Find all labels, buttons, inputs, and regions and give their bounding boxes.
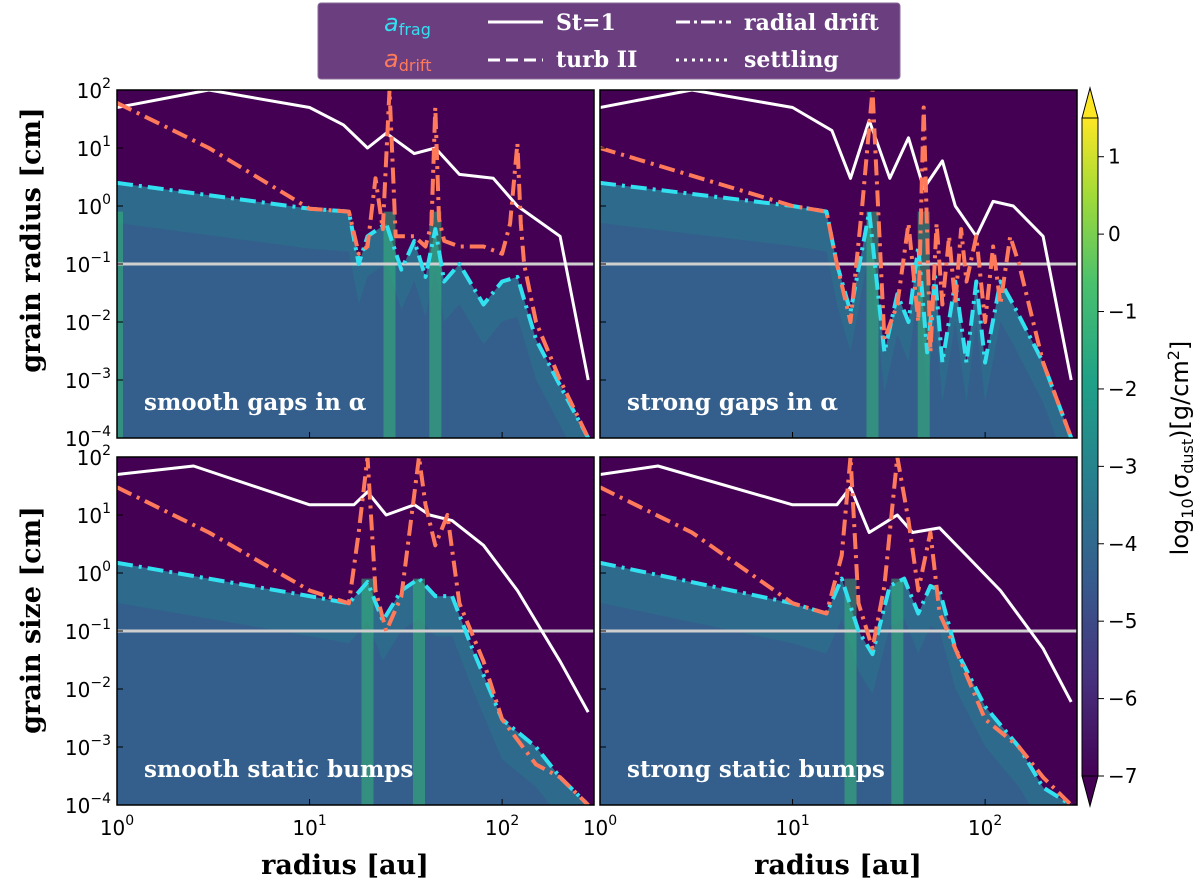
- colorbar-tick-label: −6: [1108, 687, 1137, 711]
- legend-a-drift: adrift: [384, 45, 432, 75]
- y-tick-label: 10−3: [65, 733, 111, 760]
- colorbar-label: log10(σdust)[g/cm2]: [1164, 341, 1197, 556]
- dust-density-field: [117, 90, 594, 438]
- y-tick-label: 10−1: [65, 617, 111, 644]
- series-a-frag: [600, 180, 1074, 438]
- x-tick-label: 102: [968, 813, 1002, 840]
- dust-density-field: [600, 90, 1077, 438]
- dust-field-shade: [600, 222, 1057, 438]
- legend: afrag adrift St=1 turb II radial drift s…: [317, 2, 901, 80]
- colorbar-tick-label: −2: [1108, 377, 1137, 401]
- colorbar-tick-label: −1: [1108, 300, 1137, 324]
- panel-title: strong gaps in α: [627, 389, 838, 416]
- x-tick-label: 101: [775, 813, 809, 840]
- ring-stripe: [117, 211, 123, 438]
- y-tick-label: 10−4: [65, 424, 111, 451]
- colorbar-bar: [1081, 117, 1099, 777]
- panel-1: smooth gaps in α 102 101 100 10−1 10−2 10−3 10−…: [65, 76, 595, 451]
- ring-stripe: [891, 578, 904, 805]
- y-tick-label: 10−3: [65, 366, 111, 393]
- y-tick-label: 10−2: [65, 675, 111, 702]
- series-st-1: [600, 464, 1073, 703]
- y-tick-label: 100: [77, 559, 111, 586]
- panel-4: strong static bumps 100 101 102: [583, 456, 1078, 840]
- colorbar-tick-label: −7: [1108, 764, 1137, 788]
- panel-3: smooth static bumps 102 101 100 10−1 10−2 10−3…: [65, 443, 595, 840]
- x-tick-label: 100: [583, 813, 617, 840]
- ring-stripe: [429, 211, 442, 438]
- series-a-frag: [117, 180, 590, 438]
- series-a-drift: [600, 457, 1073, 805]
- panel-title: strong static bumps: [627, 756, 885, 783]
- dust-field-shade: [600, 602, 1030, 805]
- colorbar-tick-label: −4: [1108, 532, 1137, 556]
- panel-2: strong gaps in α: [599, 89, 1078, 439]
- colorbar-tick-label: 0: [1108, 222, 1121, 246]
- legend-st1: St=1: [556, 10, 616, 36]
- dust-field: [600, 562, 1077, 805]
- colorbar: 1 0 −1 −2 −3 −4 −5 −6 −7 log10(σdust)[g/cm2]: [1081, 86, 1197, 808]
- dust-field-shade: [117, 602, 551, 805]
- y-tick-label: 101: [77, 501, 111, 528]
- series-a-drift: [117, 457, 590, 805]
- legend-radial-drift: radial drift: [744, 10, 880, 36]
- ring-stripe: [866, 211, 879, 438]
- series-st-1: [117, 90, 590, 381]
- x-tick-label: 101: [292, 813, 326, 840]
- dust-field: [117, 562, 594, 805]
- x-tick-label: 102: [485, 813, 519, 840]
- y-tick-label: 101: [77, 134, 111, 161]
- ylabel-top: grain radius [cm]: [16, 107, 47, 373]
- xlabel-right: radius [au]: [754, 850, 922, 881]
- dust-density-field: [117, 457, 594, 805]
- panel-title: smooth gaps in α: [144, 389, 367, 416]
- dust-density-field: [600, 457, 1077, 805]
- y-tick-label: 10−2: [65, 308, 111, 335]
- ring-stripe: [844, 578, 857, 805]
- panels: smooth gaps in α 102 101 100 10−1 10−2 10−3 10−…: [65, 76, 1078, 840]
- y-tick-label: 102: [77, 443, 111, 470]
- dust-field-shade: [117, 222, 567, 438]
- y-tick-label: 10−1: [65, 250, 111, 277]
- ring-stripe: [383, 211, 396, 438]
- ylabel-bottom: grain size [cm]: [16, 506, 47, 734]
- y-tick-label: 10−4: [65, 791, 111, 818]
- colorbar-tick-label: −5: [1108, 609, 1137, 633]
- series-a-drift: [600, 90, 1074, 438]
- series-a-frag: [117, 560, 590, 805]
- xlabel-left: radius [au]: [261, 850, 429, 881]
- dust-field: [117, 182, 594, 438]
- colorbar-tick-label: 1: [1108, 145, 1121, 169]
- x-tick-label: 100: [100, 813, 134, 840]
- series-st-1: [600, 90, 1073, 381]
- legend-a-frag: afrag: [384, 9, 431, 39]
- series-a-drift: [117, 90, 590, 438]
- legend-settling: settling: [744, 47, 839, 73]
- y-tick-label: 100: [77, 192, 111, 219]
- colorbar-top-arrow: [1081, 86, 1099, 119]
- ring-stripe: [412, 578, 425, 805]
- legend-turb: turb II: [556, 47, 637, 73]
- ring-stripe: [361, 578, 374, 805]
- series-a-frag: [600, 560, 1073, 805]
- colorbar-tick-label: −3: [1108, 454, 1137, 478]
- colorbar-bottom-arrow: [1081, 775, 1099, 808]
- y-tick-label: 102: [77, 76, 111, 103]
- dust-field: [600, 182, 1077, 438]
- panel-title: smooth static bumps: [144, 756, 413, 783]
- legend-background: [317, 2, 901, 80]
